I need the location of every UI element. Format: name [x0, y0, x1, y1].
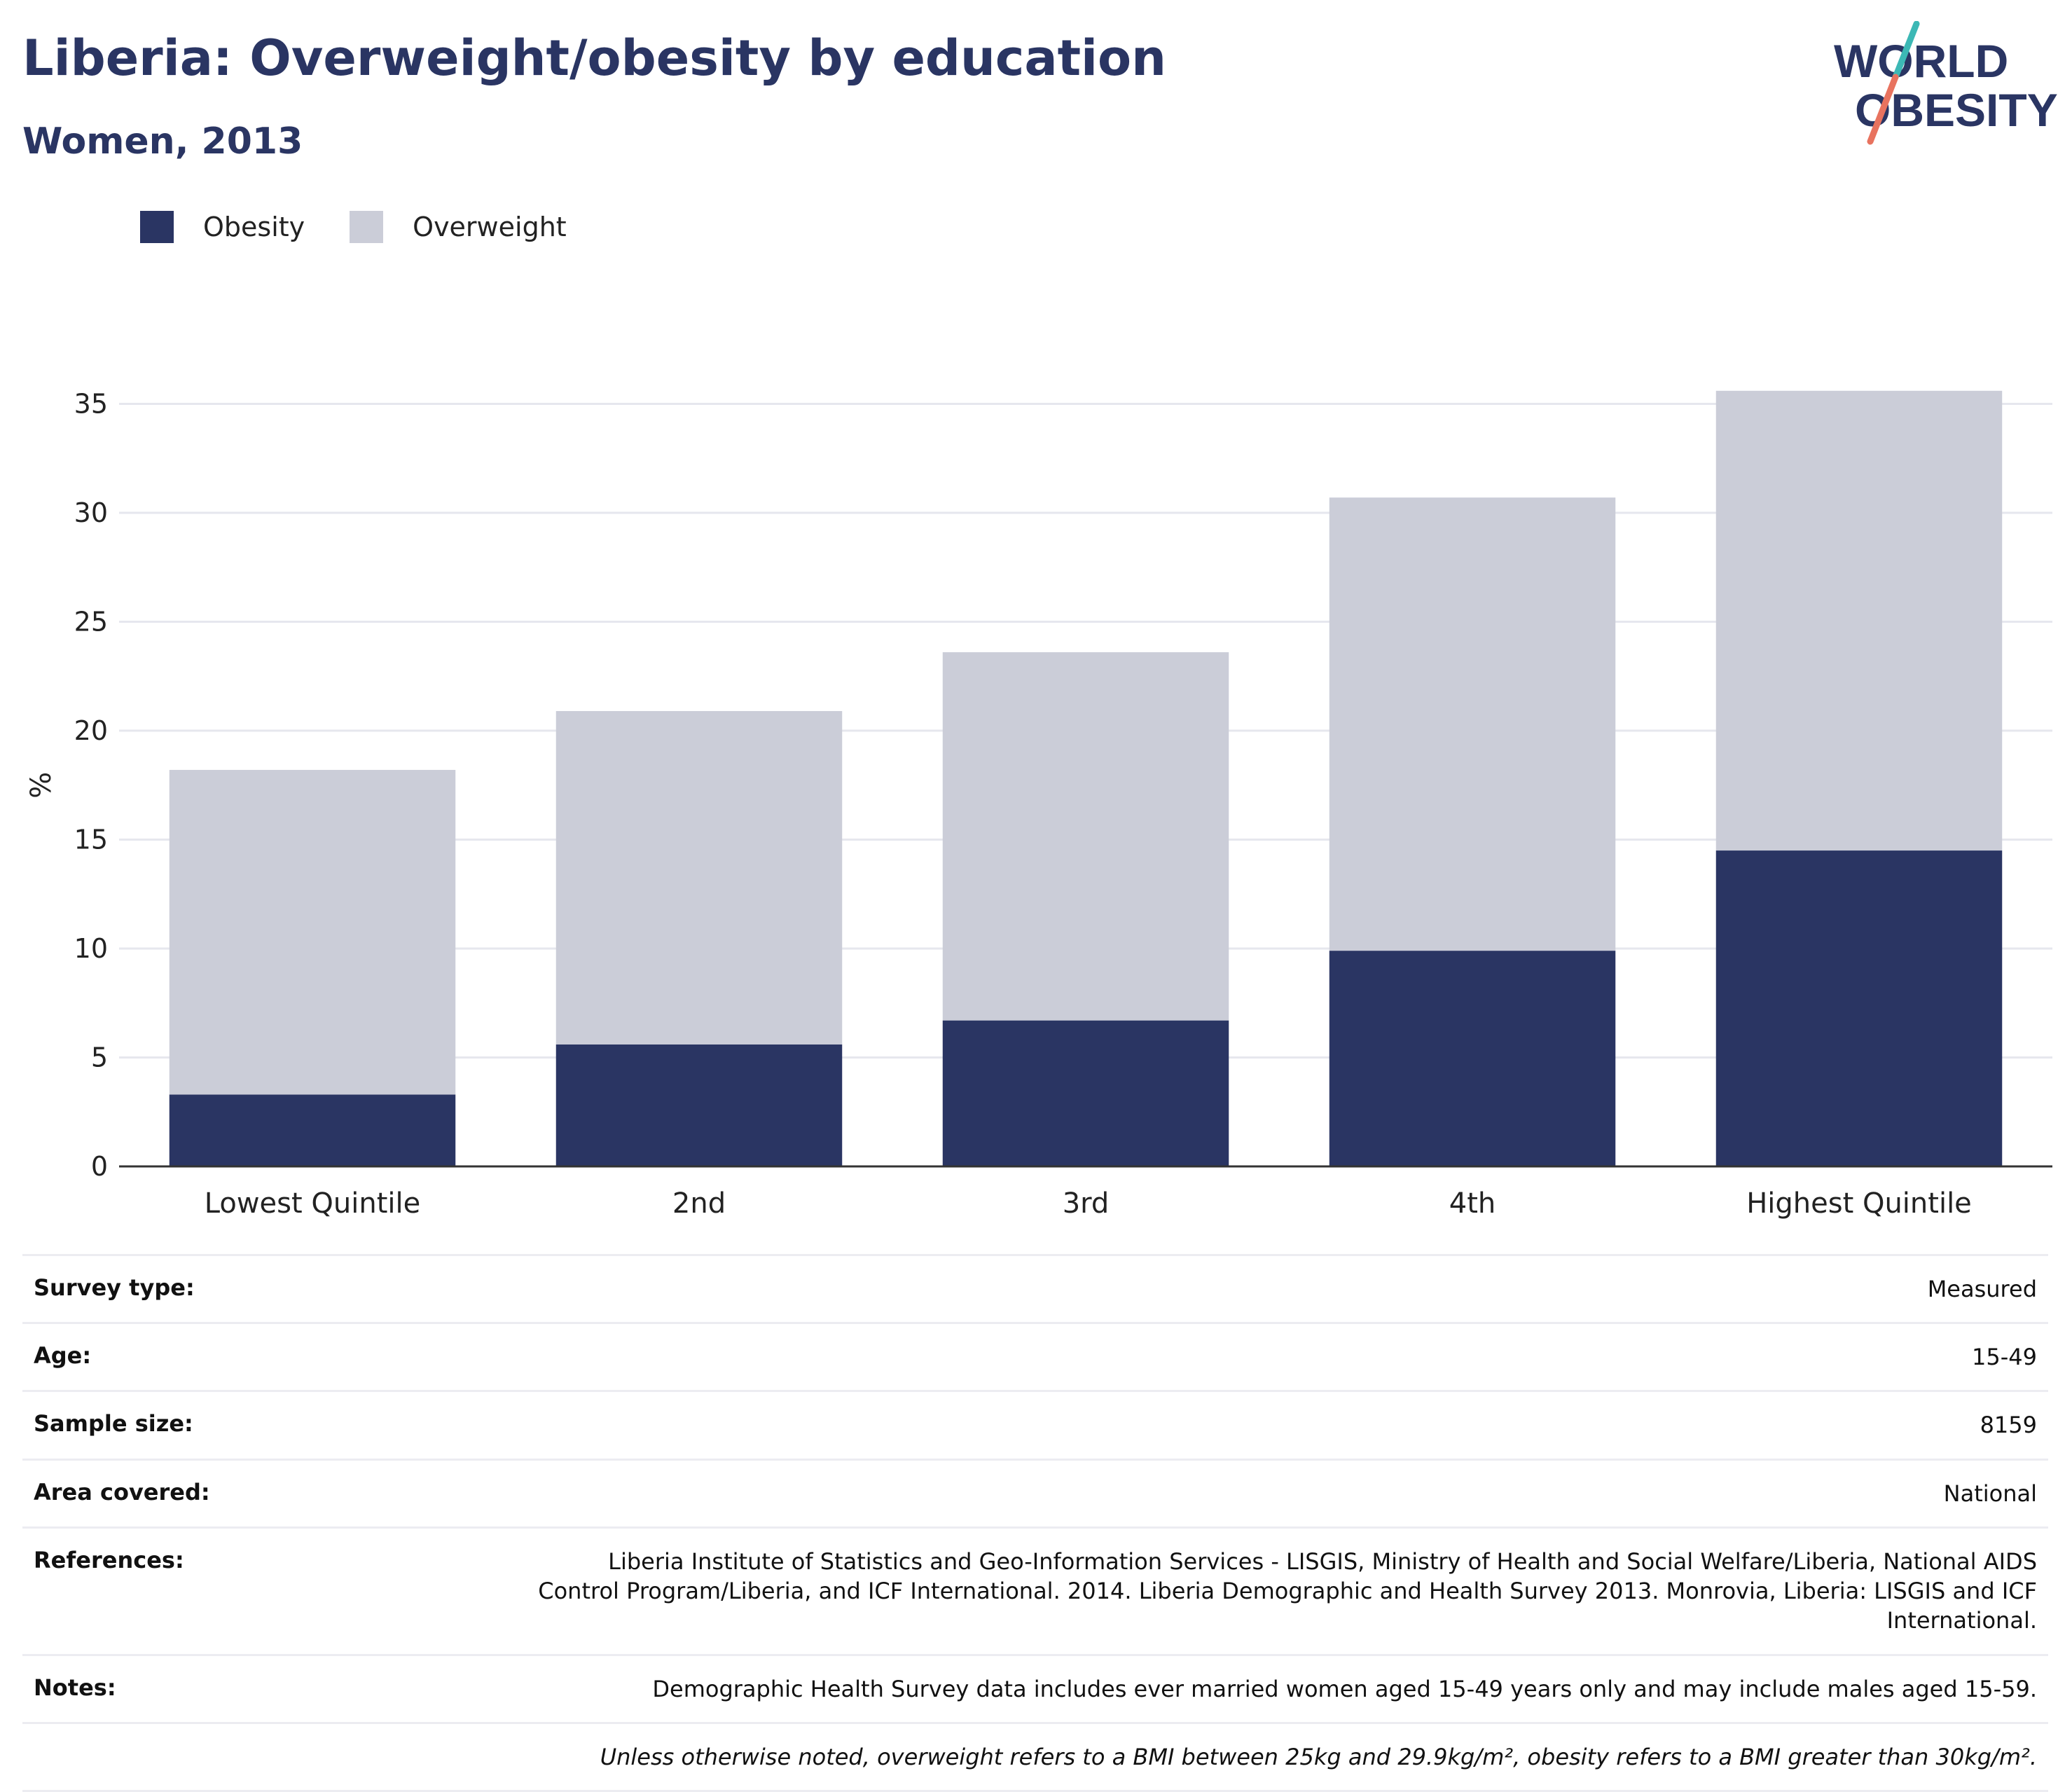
y-tick-label: 15 — [74, 825, 108, 855]
bar-overweight — [1329, 497, 1616, 951]
info-row-survey-type: Survey type: Measured — [22, 1254, 2048, 1322]
logo-slash-teal — [1892, 21, 1920, 81]
bar-overweight — [1715, 390, 2003, 851]
info-value: 8159 — [1980, 1412, 2037, 1439]
logo-text-world: WORLD — [1834, 35, 2008, 87]
x-tick-label: Highest Quintile — [1746, 1187, 1972, 1219]
y-tick-label: 30 — [74, 497, 108, 528]
bar-obesity — [1715, 850, 2003, 1166]
info-value: Demographic Health Survey data includes … — [652, 1675, 2037, 1702]
info-key: Age: — [34, 1342, 92, 1370]
info-value: Measured — [1927, 1276, 2037, 1302]
info-key: Notes: — [34, 1674, 116, 1701]
info-value: 15-49 — [1972, 1344, 2037, 1371]
y-tick-label: 20 — [74, 715, 108, 746]
bar-overweight — [942, 652, 1229, 1021]
info-key: Survey type: — [34, 1274, 195, 1301]
y-tick-label: 0 — [91, 1151, 108, 1182]
chart-legend: Obesity Overweight — [140, 210, 612, 244]
info-row-footnote: Unless otherwise noted, overweight refer… — [22, 1721, 2048, 1792]
legend-swatch-overweight — [350, 211, 384, 243]
info-row-area-covered: Area covered: National — [22, 1458, 2048, 1526]
survey-info-table: Survey type: Measured Age: 15-49 Sample … — [22, 1254, 2048, 1792]
y-tick-label: 10 — [74, 933, 108, 964]
x-tick-label: Lowest Quintile — [205, 1187, 420, 1219]
bar-obesity — [1329, 951, 1616, 1166]
logo-slash-coral — [1867, 74, 1899, 145]
chart-subtitle: Women, 2013 — [22, 120, 303, 163]
info-row-age: Age: 15-49 — [22, 1322, 2048, 1390]
info-value: National — [1943, 1480, 2037, 1507]
info-key: Sample size: — [34, 1410, 193, 1438]
legend-swatch-obesity — [140, 211, 174, 243]
bar-chart: 0 5 10 15 20 25 30 35% Lowest Quintile 2nd 3rd 4th H… — [25, 389, 2052, 1219]
legend-item-overweight[interactable]: Overweight — [350, 211, 567, 243]
bar-overweight — [169, 769, 456, 1095]
x-tick-label: 4th — [1449, 1187, 1496, 1219]
bar-obesity — [169, 1094, 456, 1166]
info-row-sample-size: Sample size: 8159 — [22, 1390, 2048, 1458]
x-tick-label: 3rd — [1063, 1187, 1110, 1219]
world-obesity-logo: WORLD OBESITY — [1834, 21, 2058, 145]
info-row-references: References: Liberia Institute of Statist… — [22, 1526, 2048, 1654]
bar-obesity — [555, 1044, 843, 1166]
info-key: References: — [34, 1546, 184, 1573]
legend-label-obesity: Obesity — [203, 212, 305, 242]
legend-label-overweight: Overweight — [413, 212, 567, 242]
bar-obesity — [942, 1020, 1229, 1166]
x-tick-label: 2nd — [672, 1187, 726, 1219]
y-tick-label: 35 — [74, 389, 108, 420]
info-key: Area covered: — [34, 1478, 210, 1505]
y-axis-title: % — [25, 772, 57, 799]
y-tick-label: 5 — [91, 1042, 108, 1073]
legend-item-obesity[interactable]: Obesity — [140, 211, 305, 243]
chart-title: Liberia: Overweight/obesity by education — [22, 29, 1166, 87]
bmi-footnote: Unless otherwise noted, overweight refer… — [600, 1743, 2037, 1770]
bar-overweight — [555, 711, 843, 1045]
y-tick-label: 25 — [74, 607, 108, 637]
info-row-notes: Notes: Demographic Health Survey data in… — [22, 1653, 2048, 1722]
info-value: Liberia Institute of Statistics and Geo-… — [538, 1548, 2037, 1634]
